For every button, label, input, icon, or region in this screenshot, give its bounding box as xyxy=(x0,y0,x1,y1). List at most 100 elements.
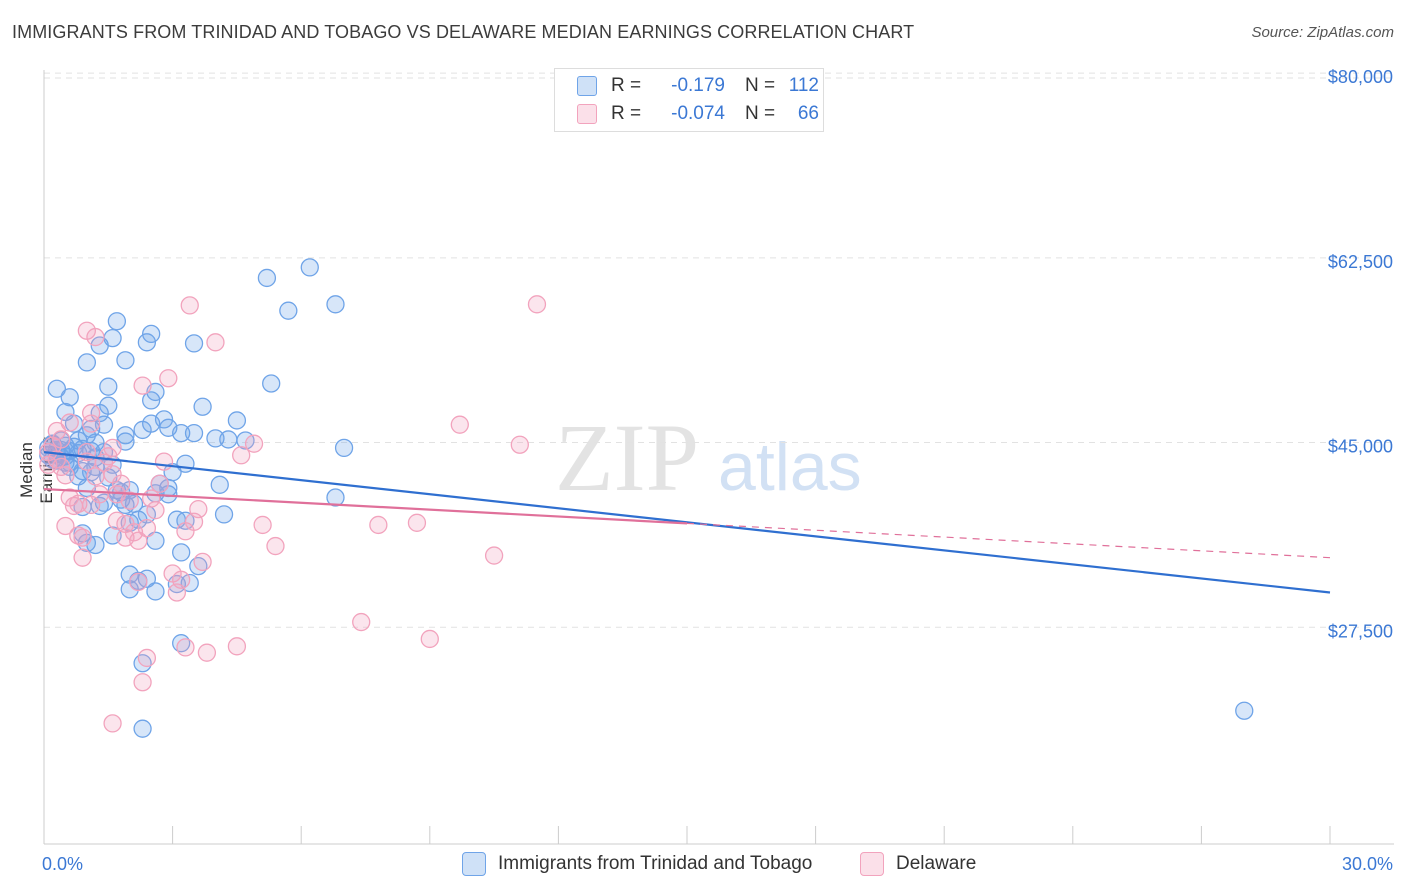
point-delaware xyxy=(527,295,547,314)
point-trinidad xyxy=(99,377,118,396)
point-delaware xyxy=(56,466,75,485)
point-delaware xyxy=(197,643,217,662)
point-trinidad xyxy=(326,295,345,314)
n-value: 112 xyxy=(788,75,819,96)
legend-item-delaware[interactable]: Delaware xyxy=(860,852,976,876)
point-delaware xyxy=(120,491,139,510)
point-delaware xyxy=(133,673,152,692)
point-trinidad xyxy=(107,312,127,331)
watermark-zip: ZIP xyxy=(555,404,699,511)
point-delaware xyxy=(73,548,92,567)
watermark: ZIP atlas xyxy=(555,404,862,511)
point-delaware xyxy=(172,570,191,589)
point-trinidad xyxy=(184,334,204,353)
point-delaware xyxy=(146,501,165,520)
x-tick-label: 30.0% xyxy=(1342,854,1393,874)
point-delaware xyxy=(510,435,529,454)
point-trinidad xyxy=(116,351,135,370)
point-trinidad xyxy=(279,301,298,320)
y-tick-label: $80,000 xyxy=(1328,67,1393,87)
point-delaware xyxy=(352,612,371,632)
point-delaware xyxy=(82,403,101,423)
point-trinidad xyxy=(262,374,281,393)
point-trinidad xyxy=(137,333,157,352)
point-delaware xyxy=(189,499,208,519)
point-delaware xyxy=(484,546,504,565)
point-trinidad xyxy=(90,336,109,355)
legend-label-trinidad: Immigrants from Trinidad and Tobago xyxy=(498,853,813,874)
point-delaware xyxy=(129,531,148,550)
point-delaware xyxy=(112,474,131,493)
point-trinidad xyxy=(60,388,79,407)
legend-label-delaware: Delaware xyxy=(896,853,977,874)
point-trinidad xyxy=(146,582,165,601)
point-trinidad xyxy=(142,324,161,344)
r-value: -0.074 xyxy=(671,103,725,124)
y-tick-label: $45,000 xyxy=(1328,437,1393,457)
r-value: -0.179 xyxy=(671,75,725,96)
point-trinidad xyxy=(77,353,97,372)
point-trinidad xyxy=(300,258,319,277)
trend-line-delaware-dashed xyxy=(686,522,1331,559)
point-delaware xyxy=(103,438,122,458)
stats-legend: R = -0.179 N = 112 R = -0.074 N = 66 xyxy=(554,68,824,132)
point-delaware xyxy=(369,515,388,535)
y-tick-label: $27,500 xyxy=(1328,621,1393,641)
point-delaware xyxy=(51,430,71,449)
point-delaware xyxy=(150,474,169,493)
point-trinidad xyxy=(172,543,191,562)
point-delaware xyxy=(129,572,148,592)
point-delaware xyxy=(69,494,88,513)
stats-row-2: R = -0.074 N = 66 xyxy=(577,101,819,127)
point-delaware xyxy=(137,648,157,668)
point-delaware xyxy=(266,536,285,556)
point-trinidad xyxy=(193,397,212,416)
point-trinidad xyxy=(334,438,354,458)
point-trinidad xyxy=(227,411,247,430)
point-delaware xyxy=(232,446,251,465)
point-trinidad xyxy=(154,410,174,429)
point-delaware xyxy=(47,421,67,441)
point-delaware xyxy=(51,457,71,477)
trend-line-delaware xyxy=(43,487,688,525)
point-delaware xyxy=(244,434,264,453)
watermark-atlas: atlas xyxy=(718,429,862,505)
point-trinidad xyxy=(206,429,225,448)
source-credit: Source: ZipAtlas.com xyxy=(1251,24,1394,41)
point-trinidad xyxy=(219,430,238,449)
legend-item-trinidad[interactable]: Immigrants from Trinidad and Tobago xyxy=(462,852,812,876)
y-tick-label: $62,500 xyxy=(1328,252,1393,272)
chart-title: IMMIGRANTS FROM TRINIDAD AND TOBAGO VS D… xyxy=(12,22,915,42)
point-delaware xyxy=(56,516,75,536)
point-delaware xyxy=(159,369,178,388)
series-legend: Immigrants from Trinidad and Tobago Dela… xyxy=(0,852,1406,878)
point-delaware xyxy=(133,376,152,395)
point-delaware xyxy=(103,714,122,733)
point-trinidad xyxy=(257,268,277,288)
point-trinidad xyxy=(172,423,191,443)
point-trinidad xyxy=(99,396,118,415)
r-label: R = xyxy=(611,103,642,124)
point-delaware xyxy=(180,296,199,315)
trend-lines xyxy=(43,451,1331,594)
series-1-swatch xyxy=(577,76,597,96)
point-trinidad xyxy=(214,505,234,524)
point-trinidad xyxy=(326,488,345,507)
n-value: 66 xyxy=(797,103,819,124)
point-delaware xyxy=(73,528,92,547)
grid xyxy=(44,72,1394,628)
point-delaware xyxy=(176,638,195,657)
point-delaware xyxy=(450,415,469,434)
point-trinidad xyxy=(184,423,204,443)
stats-row-1: R = -0.179 N = 112 xyxy=(577,73,819,99)
point-delaware xyxy=(407,513,427,532)
point-delaware xyxy=(90,485,109,504)
point-trinidad xyxy=(94,415,114,434)
point-trinidad xyxy=(133,719,152,738)
point-delaware xyxy=(137,518,157,538)
point-delaware xyxy=(253,515,272,535)
point-trinidad xyxy=(1235,701,1254,720)
r-label: R = xyxy=(611,75,642,96)
point-trinidad xyxy=(116,426,135,445)
